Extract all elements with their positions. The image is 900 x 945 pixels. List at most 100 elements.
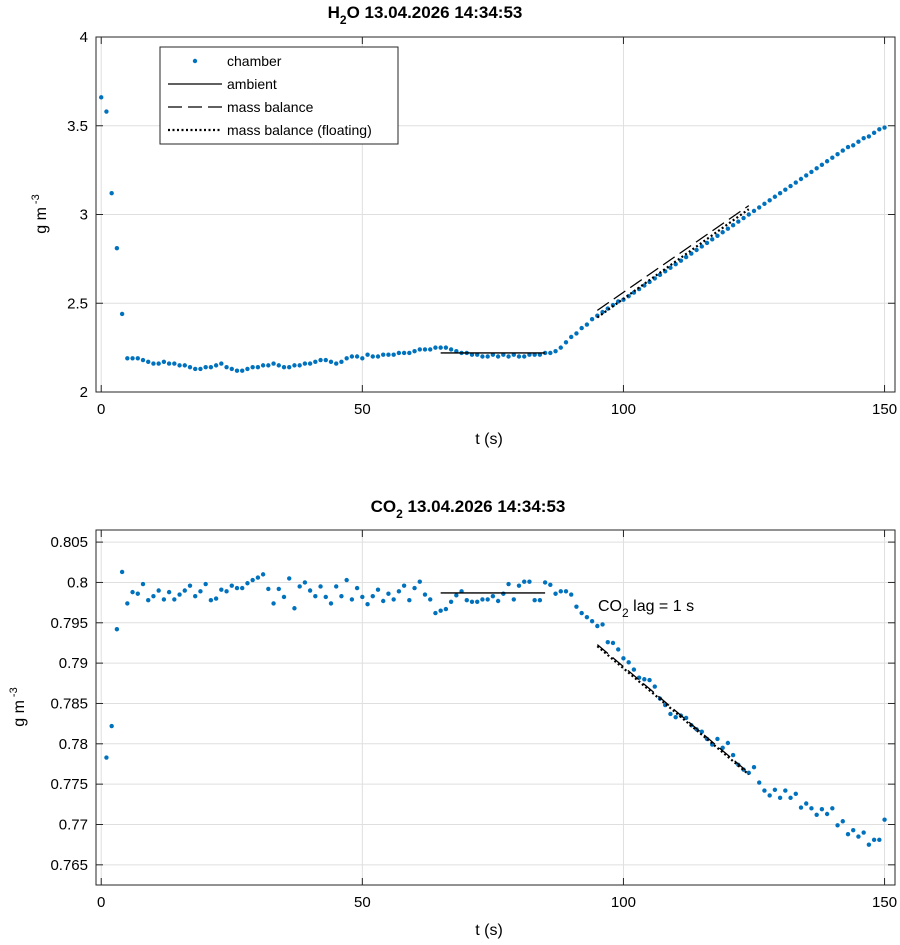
co2-chamber-point (830, 806, 835, 811)
co2-chamber-point (553, 591, 558, 596)
h2o-chamber-point (553, 348, 558, 354)
co2-ticks: 0 50 100 150 0.765 0.77 0.775 0.78 0.785 0.79 0.79… (50, 530, 897, 911)
co2-chamber-point (130, 589, 135, 595)
co2-chamber-point (229, 583, 234, 588)
co2-chamber-point (375, 587, 381, 592)
h2o-chamber-point (307, 361, 313, 366)
co2-chart: CO2 13.04.2026 14:34:53 0 50 100 150 0.765 0.… (8, 497, 897, 939)
legend-chamber-marker (192, 58, 198, 64)
co2-y-tick-label: 0.805 (50, 534, 88, 551)
h2o-chamber-point (250, 364, 255, 370)
co2-chamber-point (193, 593, 198, 599)
co2-chamber-point (438, 608, 443, 613)
h2o-chamber-point (334, 361, 339, 366)
h2o-chamber-point (360, 356, 365, 361)
co2-marks (104, 569, 887, 847)
h2o-chamber-point (443, 345, 449, 350)
co2-chamber-point (814, 812, 819, 818)
h2o-chamber-point (193, 366, 198, 372)
h2o-chamber-point (375, 354, 381, 359)
h2o-chamber-point (401, 350, 407, 356)
h2o-chamber-point (532, 352, 537, 357)
h2o-chamber-point (710, 237, 715, 242)
h2o-chamber-point (788, 183, 793, 189)
co2-chamber-point (250, 577, 255, 583)
co2-y-tick-label: 0.78 (59, 736, 88, 753)
h2o-chamber-point (642, 283, 647, 288)
co2-mass-balance-floating-line (596, 645, 750, 776)
h2o-chamber-point (741, 215, 746, 221)
h2o-chamber-point (407, 350, 412, 356)
h2o-chamber-point (323, 357, 328, 363)
h2o-chamber-point (281, 364, 287, 370)
co2-chamber-point (548, 582, 553, 588)
co2-chamber-point (219, 587, 224, 592)
co2-chamber-point (772, 787, 778, 792)
h2o-chamber-point (339, 359, 344, 365)
co2-chamber-point (234, 585, 240, 591)
co2-y-tick-label: 0.795 (50, 615, 88, 632)
co2-chamber-point (407, 597, 412, 603)
co2-chamber-point (166, 589, 172, 595)
co2-chamber-point (522, 579, 527, 584)
h2o-legend: chamber ambient mass balance mass balanc… (159, 46, 399, 145)
co2-y-axis-label: g m-3 (8, 687, 28, 726)
co2-chamber-point (851, 827, 856, 833)
co2-chamber-point (334, 584, 339, 589)
co2-chamber-point (798, 805, 804, 810)
h2o-chamber-point (506, 354, 511, 359)
h2o-chamber-point (234, 368, 240, 373)
legend-chamber-label: chamber (227, 53, 282, 69)
co2-y-tick-label: 0.785 (50, 695, 88, 712)
co2-chamber-point (616, 647, 621, 652)
h2o-chamber-point (673, 262, 678, 267)
h2o-chamber-point (125, 356, 130, 361)
co2-chamber-point (287, 576, 292, 581)
co2-chamber-point (266, 586, 271, 592)
h2o-chamber-point (861, 135, 866, 141)
h2o-chamber-point (433, 345, 438, 350)
co2-chamber-point (182, 588, 187, 593)
h2o-chamber-point (422, 347, 428, 352)
h2o-chamber-point (511, 352, 516, 357)
co2-chamber-point (595, 623, 600, 629)
h2o-chamber-point (146, 359, 151, 365)
co2-chamber-point (203, 581, 208, 587)
co2-y-tick-label: 0.765 (50, 857, 88, 874)
co2-chamber-point (224, 589, 229, 594)
co2-chamber-point (260, 572, 266, 577)
co2-chamber-point (882, 817, 887, 822)
h2o-chamber-point (448, 347, 454, 352)
h2o-chamber-point (495, 354, 501, 359)
h2o-chamber-point (386, 352, 391, 357)
h2o-chamber-point (396, 350, 402, 356)
h2o-chamber-point (370, 354, 375, 359)
h2o-chamber-point (438, 345, 443, 350)
h2o-chamber-point (772, 194, 778, 199)
h2o-chamber-point (501, 352, 506, 357)
co2-chamber-point (584, 614, 590, 620)
co2-chamber-point (443, 606, 449, 612)
co2-chamber-point (422, 592, 428, 597)
h2o-chamber-point (490, 352, 496, 357)
co2-chamber-point (213, 596, 219, 601)
co2-chamber-point (730, 752, 736, 758)
h2o-chamber-point (328, 359, 334, 365)
co2-chamber-point (370, 593, 375, 599)
co2-chamber-point (845, 831, 851, 837)
h2o-chamber-point (297, 363, 302, 368)
co2-chamber-point (391, 597, 396, 602)
h2o-chamber-point (798, 176, 804, 182)
co2-chamber-point (307, 588, 313, 593)
h2o-chamber-point (177, 363, 182, 368)
h2o-chamber-point (856, 139, 861, 144)
h2o-chamber-point (783, 187, 788, 192)
h2o-chamber-point (219, 361, 224, 366)
co2-chamber-point (276, 586, 281, 592)
h2o-chamber-point (469, 352, 475, 357)
co2-x-axis-label: t (s) (475, 922, 503, 939)
h2o-chamber-point (114, 246, 120, 251)
h2o-chamber-point (172, 361, 177, 366)
co2-chamber-point (840, 819, 845, 824)
co2-grid (96, 530, 895, 885)
